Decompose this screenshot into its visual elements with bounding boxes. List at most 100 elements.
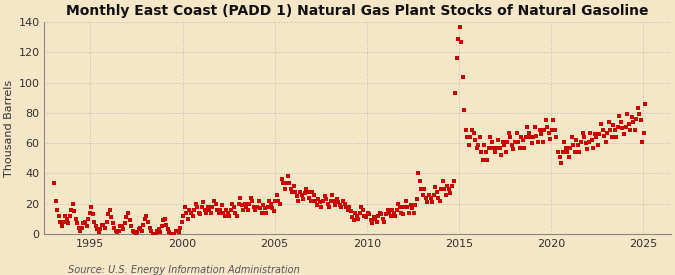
Point [488, 145, 499, 150]
Point [181, 211, 192, 215]
Point [405, 203, 416, 207]
Point [301, 186, 312, 191]
Point [577, 130, 588, 135]
Point [497, 139, 508, 144]
Point [93, 230, 104, 235]
Point [135, 226, 146, 230]
Point [146, 229, 157, 233]
Point [511, 130, 522, 135]
Point [358, 208, 369, 212]
Point [396, 211, 407, 215]
Point [184, 208, 195, 212]
Point [416, 186, 427, 191]
Point [512, 139, 523, 144]
Point [64, 214, 75, 218]
Point [562, 150, 572, 155]
Point [348, 218, 359, 222]
Point [398, 212, 408, 216]
Point [454, 24, 465, 29]
Point [531, 133, 542, 138]
Point [270, 199, 281, 203]
Point [545, 136, 556, 141]
Point [140, 217, 151, 221]
Point [606, 135, 617, 139]
Point [311, 203, 322, 207]
Point [411, 197, 422, 201]
Point [267, 206, 277, 210]
Point [483, 145, 494, 150]
Point [225, 208, 236, 212]
Point [316, 205, 327, 209]
Point [593, 142, 603, 147]
Point [318, 199, 329, 203]
Point [437, 179, 448, 183]
Point [482, 158, 493, 162]
Point [460, 127, 471, 132]
Point [82, 217, 93, 221]
Point [379, 220, 390, 224]
Point [508, 147, 519, 152]
Point [369, 215, 379, 219]
Point [589, 132, 600, 136]
Text: Source: U.S. Energy Information Administration: Source: U.S. Energy Information Administ… [68, 265, 299, 275]
Point [113, 229, 124, 233]
Point [433, 196, 443, 200]
Point [603, 120, 614, 124]
Point [170, 229, 181, 233]
Point [410, 203, 421, 207]
Point [107, 221, 118, 226]
Point [199, 208, 210, 212]
Point [516, 135, 526, 139]
Point [407, 206, 418, 210]
Point [258, 203, 269, 207]
Point [230, 211, 241, 215]
Point [472, 142, 483, 147]
Point [138, 223, 148, 227]
Point [136, 229, 147, 233]
Point [110, 229, 121, 233]
Point [421, 196, 431, 200]
Point [565, 145, 576, 150]
Point [635, 118, 646, 123]
Point [382, 208, 393, 212]
Point [640, 102, 651, 106]
Point [617, 126, 628, 130]
Point [90, 224, 101, 229]
Point [205, 211, 216, 215]
Point [381, 212, 392, 216]
Point [514, 145, 525, 150]
Point [69, 209, 80, 213]
Point [229, 205, 240, 209]
Point [347, 215, 358, 219]
Point [299, 191, 310, 195]
Point [308, 192, 319, 197]
Point [616, 120, 626, 124]
Point [557, 150, 568, 155]
Point [471, 145, 482, 150]
Point [190, 202, 201, 206]
Point [523, 130, 534, 135]
Point [468, 130, 479, 135]
Point [167, 232, 178, 236]
Point [319, 194, 330, 198]
Point [360, 215, 371, 219]
Point [350, 211, 360, 215]
Point [86, 205, 97, 209]
Point [302, 189, 313, 194]
Point [525, 135, 536, 139]
Point [115, 224, 126, 229]
Point [75, 229, 86, 233]
Point [477, 158, 488, 162]
Point [485, 135, 496, 139]
Point [570, 150, 580, 155]
Point [341, 205, 352, 209]
Point [377, 217, 388, 221]
Point [207, 205, 218, 209]
Point [447, 183, 458, 188]
Point [339, 202, 350, 206]
Point [539, 127, 549, 132]
Point [448, 179, 459, 183]
Point [164, 230, 175, 235]
Point [141, 214, 152, 218]
Point [408, 211, 419, 215]
